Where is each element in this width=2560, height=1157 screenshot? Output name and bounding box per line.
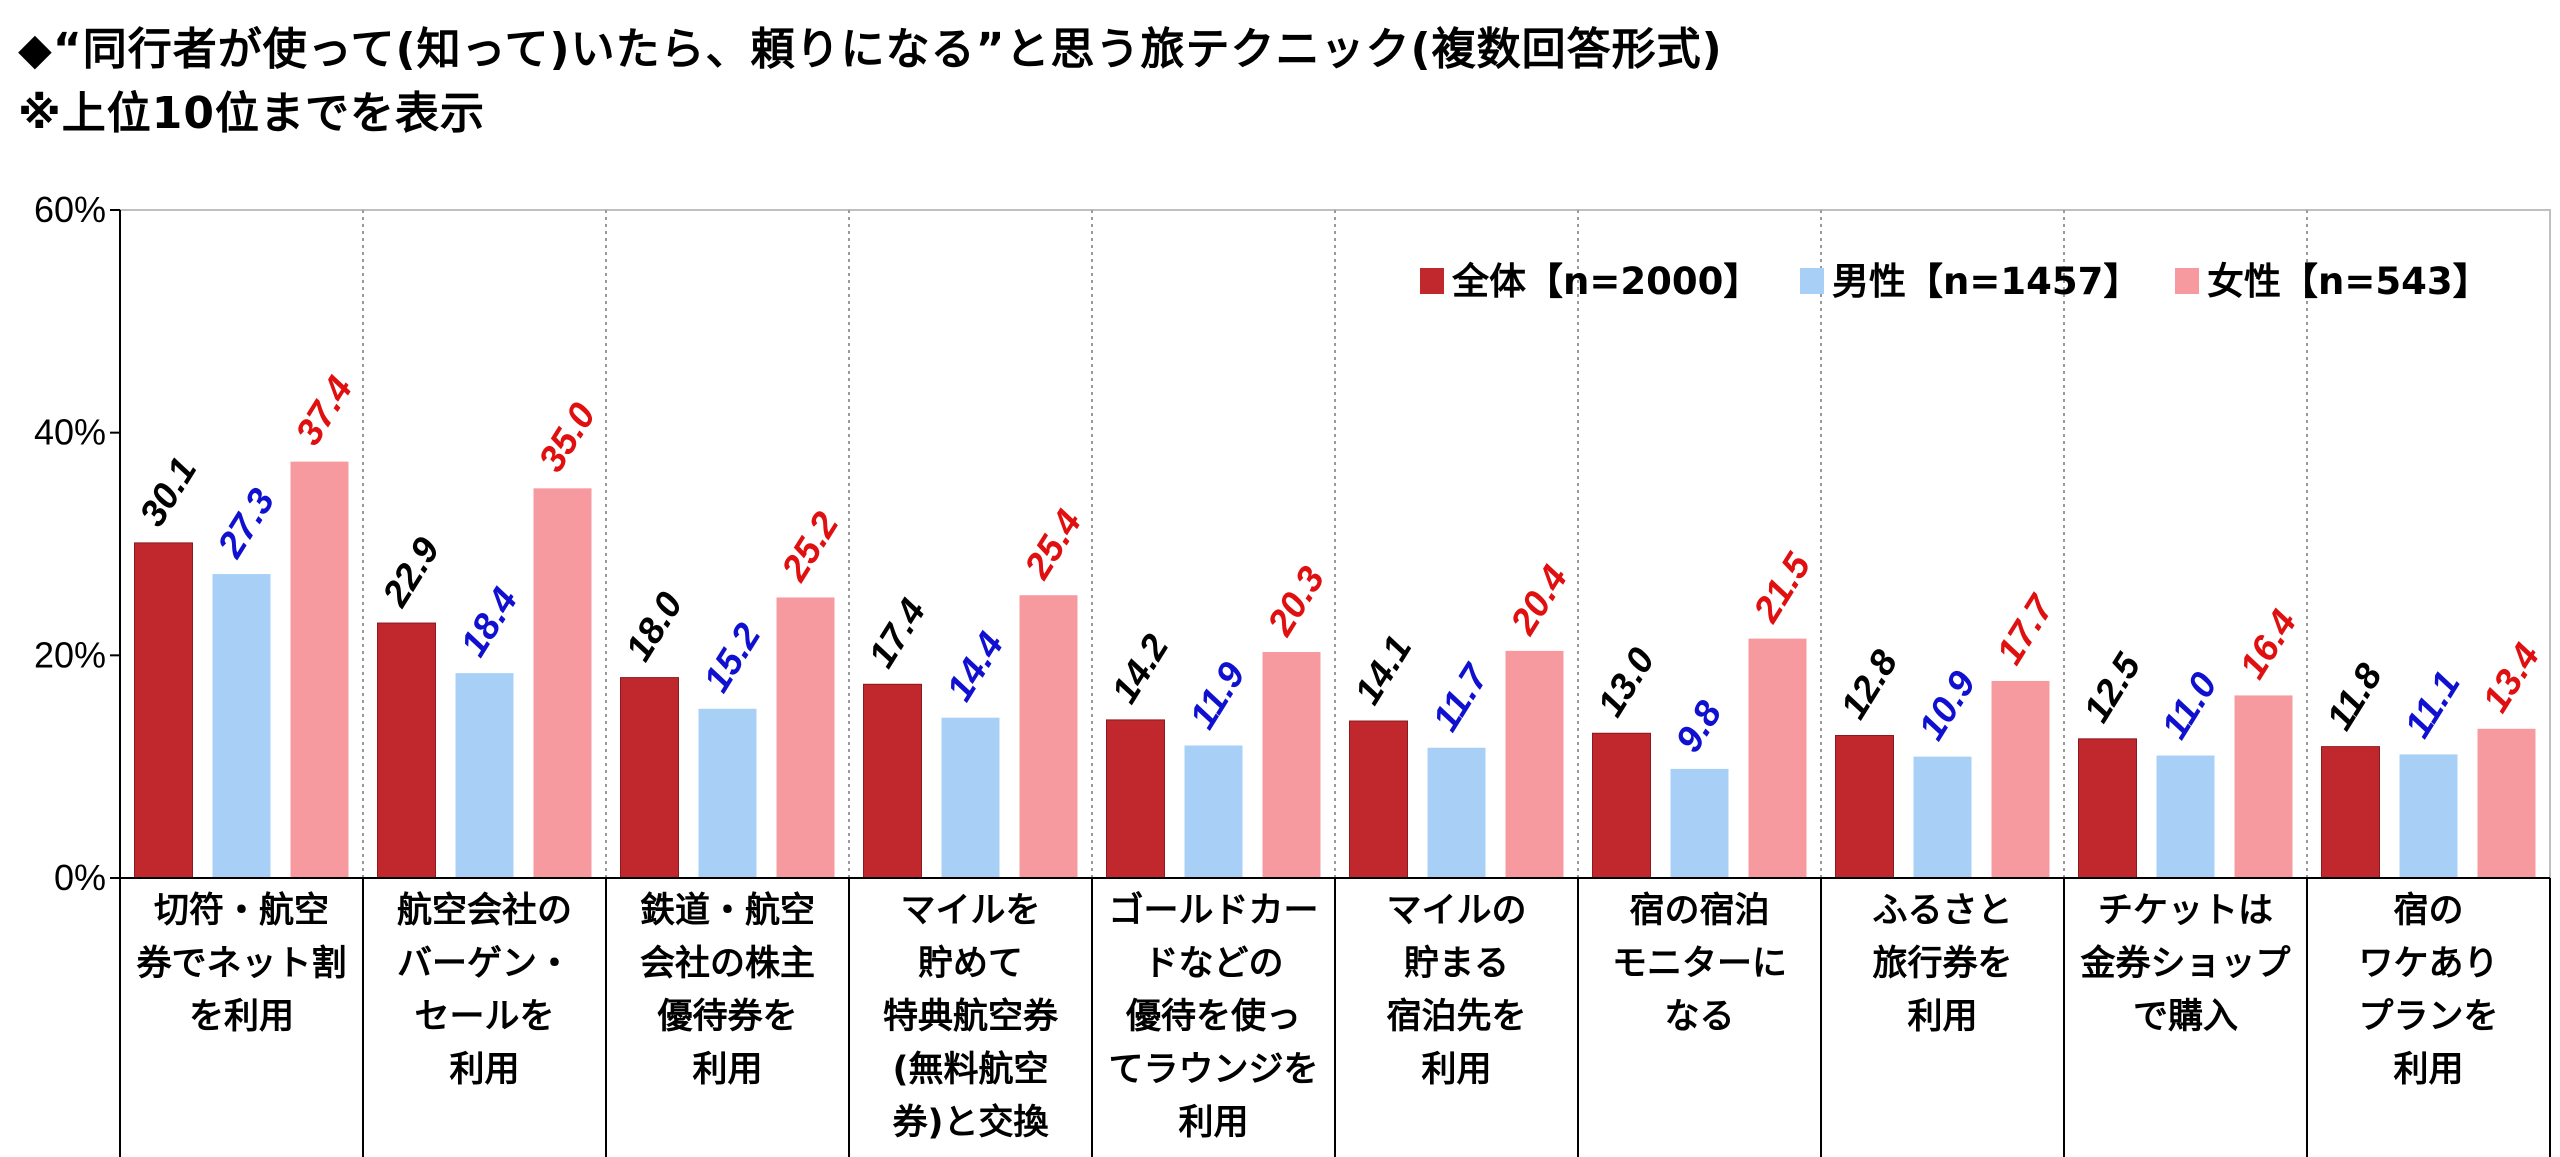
data-label: 17.7	[1989, 586, 2063, 671]
data-label: 37.4	[288, 369, 361, 452]
data-label: 11.7	[1425, 655, 1498, 738]
category-label: 宿の宿泊モニターになる	[1612, 891, 1787, 1037]
legend-swatch	[1420, 268, 1444, 294]
data-label: 30.1	[132, 450, 205, 533]
bar	[1913, 756, 1972, 878]
data-label: 9.8	[1668, 693, 1730, 759]
data-label: 21.5	[1745, 545, 1819, 630]
bar	[533, 488, 592, 878]
bar	[1019, 595, 1078, 878]
bar	[1184, 745, 1243, 878]
data-label: 12.8	[1833, 643, 1906, 726]
y-tick-label: 20%	[34, 634, 106, 675]
bar	[377, 622, 436, 879]
y-tick-label: 40%	[34, 412, 106, 453]
data-label: 13.0	[1590, 640, 1663, 723]
data-label: 35.0	[531, 395, 604, 478]
data-label: 20.3	[1259, 559, 1333, 643]
data-label: 17.4	[861, 592, 934, 675]
legend-label: 女性【n=543】	[2207, 260, 2490, 303]
data-label: 14.2	[1104, 627, 1177, 710]
data-label: 11.1	[2397, 664, 2468, 744]
bar	[134, 542, 193, 879]
data-label: 27.3	[209, 481, 283, 565]
data-label: 13.4	[2475, 636, 2548, 719]
bar	[290, 461, 349, 878]
bar	[212, 574, 271, 878]
chart-title: ◆“同行者が使って(知って)いたら、頼りになる”と思う旅テクニック(複数回答形式…	[18, 24, 1723, 75]
bar	[1991, 680, 2050, 878]
bar	[1505, 650, 1564, 878]
bar	[776, 597, 835, 878]
bar	[1349, 720, 1408, 879]
category-label: ふるさと旅行券を利用	[1872, 891, 2012, 1037]
legend-swatch	[2175, 268, 2199, 294]
bar	[1262, 651, 1321, 878]
legend-swatch	[1800, 268, 1824, 294]
bar	[1106, 719, 1165, 879]
data-label: 12.5	[2076, 645, 2150, 729]
data-label: 18.4	[453, 581, 526, 664]
bar	[455, 673, 514, 878]
bar	[698, 708, 757, 878]
category-label: チケットは金券ショップで購入	[2079, 891, 2290, 1037]
category-label: マイルの貯まる宿泊先を利用	[1386, 891, 1526, 1090]
data-label: 25.2	[773, 505, 847, 589]
bar	[2156, 755, 2215, 878]
bar	[2234, 695, 2293, 878]
bar	[2477, 728, 2536, 878]
bar	[1592, 732, 1651, 879]
bar	[1670, 768, 1729, 878]
data-label: 15.2	[696, 616, 769, 699]
category-label: 切符・航空券でネット割を利用	[136, 890, 346, 1037]
category-label: マイルを貯めて特典航空券(無料航空券)と交換	[883, 891, 1059, 1143]
legend-label: 全体【n=2000】	[1451, 260, 1760, 303]
data-label: 14.4	[939, 625, 1012, 708]
data-label: 11.9	[1182, 655, 1254, 736]
category-label: 宿のワケありプランを利用	[2358, 891, 2498, 1090]
data-label: 11.8	[2319, 656, 2391, 737]
bar	[2399, 754, 2458, 878]
bar	[2321, 746, 2380, 879]
data-label: 18.0	[618, 585, 691, 668]
data-label: 16.4	[2232, 603, 2305, 686]
bar	[1427, 747, 1486, 878]
legend-label: 男性【n=1457】	[1832, 260, 2140, 303]
data-label: 20.4	[1502, 558, 1575, 642]
category-label: ゴールドカードなどの優待を使ってラウンジを利用	[1108, 890, 1318, 1143]
y-tick-label: 60%	[34, 189, 106, 230]
bar	[1748, 638, 1807, 878]
category-label: 鉄道・航空会社の株主優待券を利用	[640, 890, 815, 1090]
bar	[2078, 738, 2137, 879]
bar	[620, 677, 679, 879]
data-label: 25.4	[1016, 503, 1089, 587]
y-tick-label: 0%	[54, 857, 106, 898]
category-label: 航空会社のバーゲン・セールを利用	[397, 890, 572, 1090]
data-label: 11.0	[2154, 665, 2226, 746]
data-label: 22.9	[374, 530, 448, 614]
data-label: 14.1	[1347, 628, 1420, 711]
data-label: 10.9	[1911, 664, 1984, 747]
chart-subtitle: ※上位10位までを表示	[18, 88, 486, 139]
bar	[941, 717, 1000, 878]
bar	[863, 683, 922, 879]
bar	[1835, 734, 1894, 879]
